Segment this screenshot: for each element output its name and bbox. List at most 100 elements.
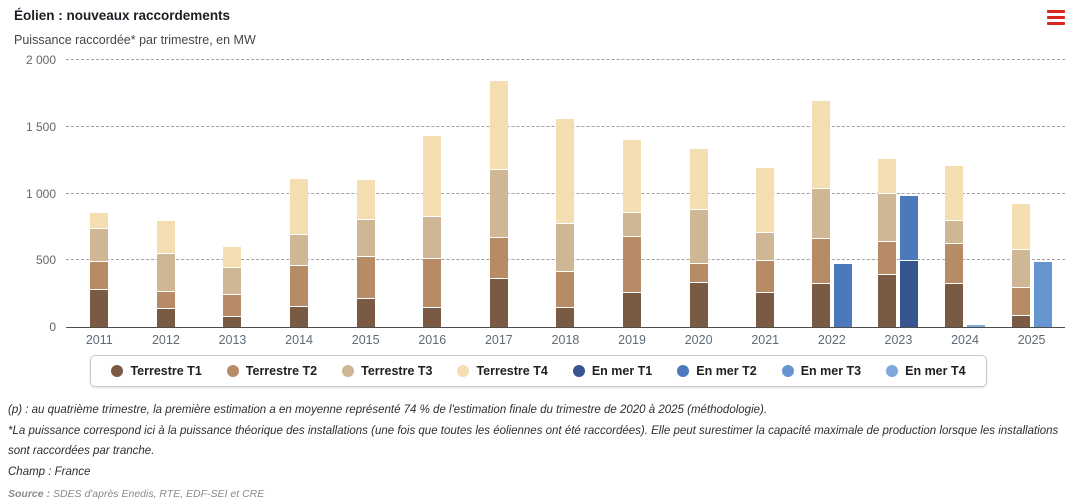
- bar-segment-terrestre-t3[interactable]: [1011, 248, 1030, 287]
- plot-area: 0 500 1 000 1 500 2 000: [26, 53, 1065, 334]
- bar-segment-terrestre-t3[interactable]: [556, 222, 575, 271]
- bar-segment-terrestre-t4[interactable]: [90, 211, 109, 228]
- bar-segment-terrestre-t4[interactable]: [489, 80, 508, 169]
- bar-segment-terrestre-t1[interactable]: [556, 306, 575, 327]
- bar-segment-terrestre-t3[interactable]: [156, 252, 175, 291]
- bar-segment-terrestre-t1[interactable]: [156, 308, 175, 327]
- bar-segment-terrestre-t4[interactable]: [290, 177, 309, 235]
- bar-segment-terrestre-t2[interactable]: [356, 256, 375, 299]
- bar-segment-terrestre-t2[interactable]: [689, 262, 708, 282]
- x-axis-label-2024: 2024: [951, 333, 979, 347]
- footnote-scope: Champ : France: [8, 466, 91, 479]
- bar-segment-terrestre-t3[interactable]: [90, 227, 109, 261]
- bar-segment-terrestre-t2[interactable]: [811, 238, 830, 283]
- bar-segment-terrestre-t3[interactable]: [811, 187, 830, 239]
- bar-segment-terrestre-t2[interactable]: [489, 236, 508, 279]
- bar-segment-terrestre-t2[interactable]: [1011, 286, 1030, 315]
- bar-segment-terrestre-t1[interactable]: [878, 274, 897, 327]
- legend-item-terrestre-t2[interactable]: Terrestre T2: [226, 364, 318, 378]
- bar-segment-terrestre-t2[interactable]: [556, 270, 575, 307]
- footnote-power-definition: *La puissance correspond ici à la puissa…: [8, 424, 1059, 458]
- bar-segment-terrestre-t2[interactable]: [156, 290, 175, 309]
- bar-segment-terrestre-t3[interactable]: [290, 234, 309, 265]
- bar-segment-terrestre-t4[interactable]: [356, 178, 375, 219]
- bar-segment-terrestre-t1[interactable]: [90, 288, 109, 327]
- bar-segment-en-mer-t3[interactable]: [1033, 260, 1052, 327]
- legend-item-en-mer-t4[interactable]: En mer T4: [886, 364, 966, 378]
- legend-item-terrestre-t1[interactable]: Terrestre T1: [111, 364, 202, 378]
- bar-segment-terrestre-t1[interactable]: [290, 306, 309, 327]
- bar-group-2017: [466, 60, 533, 327]
- bar-group-2014: [266, 60, 333, 327]
- legend-label: Terrestre T2: [245, 364, 318, 378]
- bar-segment-terrestre-t2[interactable]: [423, 258, 442, 307]
- terrestre-bar: [423, 134, 442, 327]
- bar-segment-terrestre-t4[interactable]: [878, 158, 897, 193]
- bar-segment-terrestre-t3[interactable]: [423, 215, 442, 259]
- legend-dot-icon: [677, 365, 690, 377]
- x-axis-label-2025: 2025: [1017, 333, 1046, 347]
- bar-segment-terrestre-t2[interactable]: [623, 236, 642, 293]
- bar-segment-terrestre-t4[interactable]: [945, 164, 964, 221]
- bar-segment-terrestre-t2[interactable]: [756, 260, 775, 293]
- terrestre-bar: [90, 211, 109, 327]
- bar-segment-terrestre-t2[interactable]: [223, 294, 242, 317]
- bar-segment-terrestre-t4[interactable]: [811, 100, 830, 188]
- bar-group-2021: [732, 60, 799, 327]
- legend-item-en-mer-t2[interactable]: En mer T2: [677, 364, 757, 378]
- bar-segment-terrestre-t4[interactable]: [223, 246, 242, 267]
- bar-segment-terrestre-t4[interactable]: [156, 220, 175, 253]
- bar-segment-terrestre-t3[interactable]: [489, 168, 508, 237]
- bar-segment-terrestre-t3[interactable]: [223, 266, 242, 295]
- bar-group-2020: [665, 60, 732, 327]
- bar-segment-terrestre-t4[interactable]: [689, 148, 708, 209]
- source-line: Source : SDES d'après Enedis, RTE, EDF-S…: [8, 488, 1070, 500]
- bar-segment-terrestre-t1[interactable]: [1011, 315, 1030, 327]
- bar-group-2015: [332, 60, 399, 327]
- bar-segment-terrestre-t3[interactable]: [878, 192, 897, 241]
- bar-segment-terrestre-t3[interactable]: [623, 212, 642, 237]
- legend-item-terrestre-t3[interactable]: Terrestre T3: [342, 364, 432, 378]
- x-axis-label-2016: 2016: [418, 333, 447, 347]
- bar-segment-terrestre-t3[interactable]: [756, 232, 775, 261]
- x-axis-label-2013: 2013: [218, 333, 247, 347]
- bar-segment-terrestre-t4[interactable]: [756, 166, 775, 233]
- bar-segment-en-mer-t4[interactable]: [967, 323, 986, 327]
- bar-segment-terrestre-t1[interactable]: [689, 281, 708, 327]
- bar-segment-terrestre-t3[interactable]: [945, 220, 964, 243]
- legend-item-terrestre-t4[interactable]: Terrestre T4: [457, 364, 548, 378]
- bar-segment-terrestre-t1[interactable]: [223, 316, 242, 327]
- bar-group-2024: [932, 60, 999, 327]
- x-axis-label-2023: 2023: [884, 333, 913, 347]
- bar-segment-terrestre-t3[interactable]: [356, 218, 375, 257]
- bar-segment-en-mer-t2[interactable]: [900, 194, 919, 261]
- bar-segment-terrestre-t1[interactable]: [489, 278, 508, 327]
- x-axis-label-2022: 2022: [817, 333, 846, 347]
- bar-segment-terrestre-t1[interactable]: [756, 292, 775, 327]
- bar-segment-terrestre-t4[interactable]: [423, 134, 442, 216]
- legend-dot-icon: [111, 365, 124, 377]
- bar-segment-terrestre-t1[interactable]: [945, 282, 964, 327]
- bar-segment-terrestre-t1[interactable]: [356, 298, 375, 327]
- bar-segment-terrestre-t4[interactable]: [1011, 202, 1030, 249]
- bar-segment-en-mer-t1[interactable]: [900, 260, 919, 327]
- bar-segment-terrestre-t2[interactable]: [90, 260, 109, 289]
- bar-segment-terrestre-t2[interactable]: [290, 264, 309, 307]
- legend-item-en-mer-t3[interactable]: En mer T3: [781, 364, 861, 378]
- legend-dot-icon: [572, 365, 585, 377]
- bar-segment-terrestre-t3[interactable]: [689, 208, 708, 263]
- bar-segment-terrestre-t4[interactable]: [623, 139, 642, 213]
- bar-segment-terrestre-t2[interactable]: [945, 242, 964, 283]
- bar-segment-terrestre-t1[interactable]: [811, 282, 830, 327]
- bar-group-2018: [532, 60, 599, 327]
- bar-segment-terrestre-t1[interactable]: [623, 292, 642, 327]
- legend-label: Terrestre T1: [130, 364, 202, 378]
- legend-dot-icon: [226, 365, 239, 377]
- terrestre-bar: [290, 177, 309, 327]
- bar-segment-terrestre-t2[interactable]: [878, 240, 897, 275]
- bar-segment-terrestre-t4[interactable]: [556, 118, 575, 223]
- bar-segment-en-mer-t2[interactable]: [833, 262, 852, 327]
- bar-segment-terrestre-t1[interactable]: [423, 306, 442, 327]
- legend-item-en-mer-t1[interactable]: En mer T1: [572, 364, 652, 378]
- hamburger-menu-icon[interactable]: [1047, 10, 1065, 25]
